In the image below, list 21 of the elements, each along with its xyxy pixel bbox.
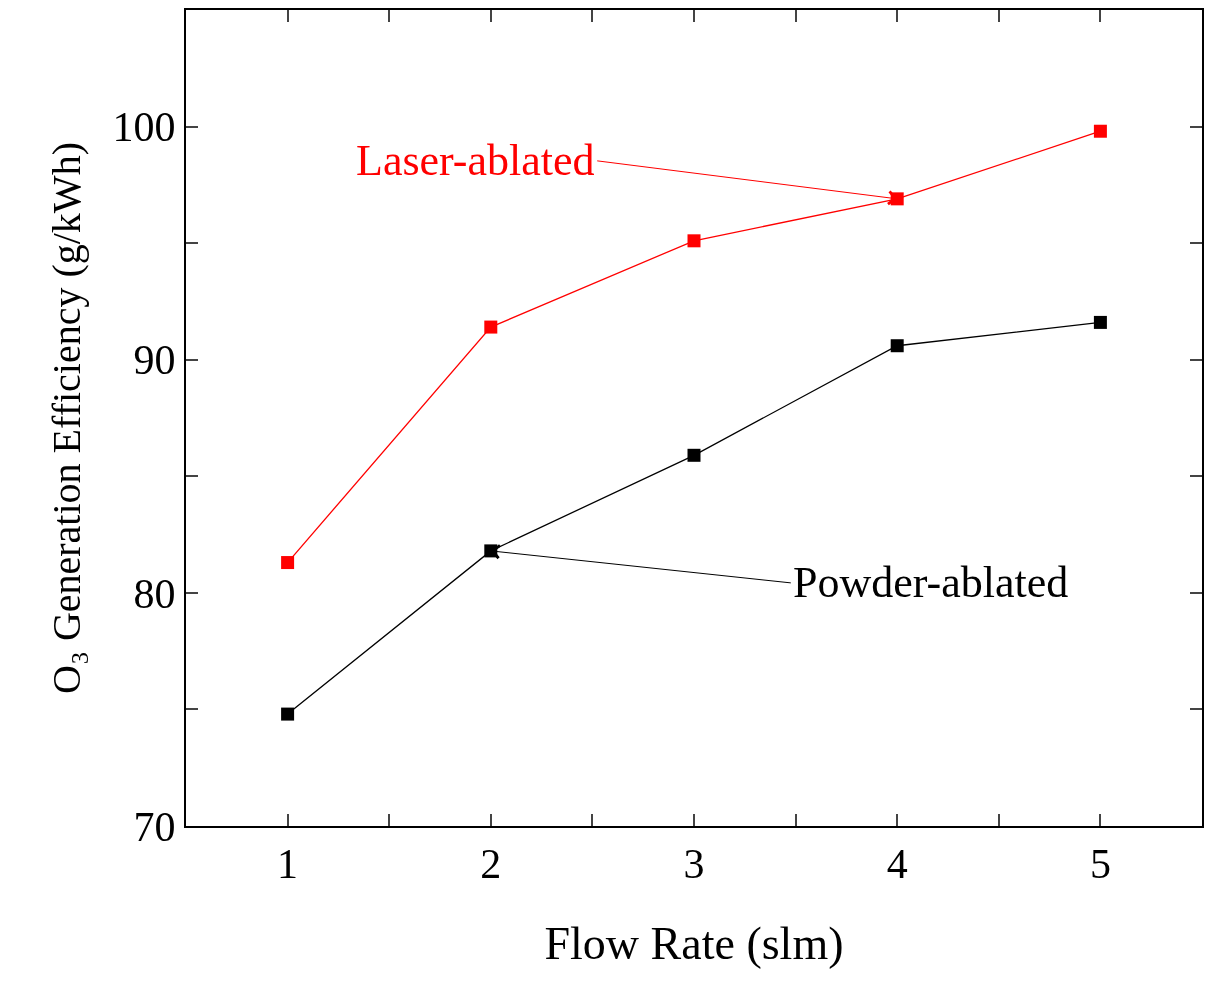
point <box>687 448 701 462</box>
x-tick-label: 1 <box>277 841 299 888</box>
annotation: Laser-ablated <box>356 136 595 185</box>
point <box>1093 124 1107 138</box>
point <box>890 339 904 353</box>
y-tick-label: 100 <box>112 104 176 151</box>
point <box>281 707 295 721</box>
annotation: Powder-ablated <box>793 558 1069 607</box>
y-tick-label: 70 <box>133 803 176 850</box>
y-tick-label: 90 <box>133 337 176 384</box>
y-tick-label: 80 <box>133 570 176 617</box>
point <box>484 320 498 334</box>
y-axis-title: O₃ Generation Efficiency (g/kWh) <box>43 142 89 694</box>
x-tick-label: 5 <box>1089 841 1111 888</box>
point <box>687 234 701 248</box>
x-tick-label: 3 <box>683 841 705 888</box>
point <box>1093 315 1107 329</box>
x-axis-title: Flow Rate (slm) <box>544 917 844 969</box>
x-tick-label: 4 <box>886 841 908 888</box>
x-tick-label: 2 <box>480 841 502 888</box>
point <box>281 556 295 570</box>
